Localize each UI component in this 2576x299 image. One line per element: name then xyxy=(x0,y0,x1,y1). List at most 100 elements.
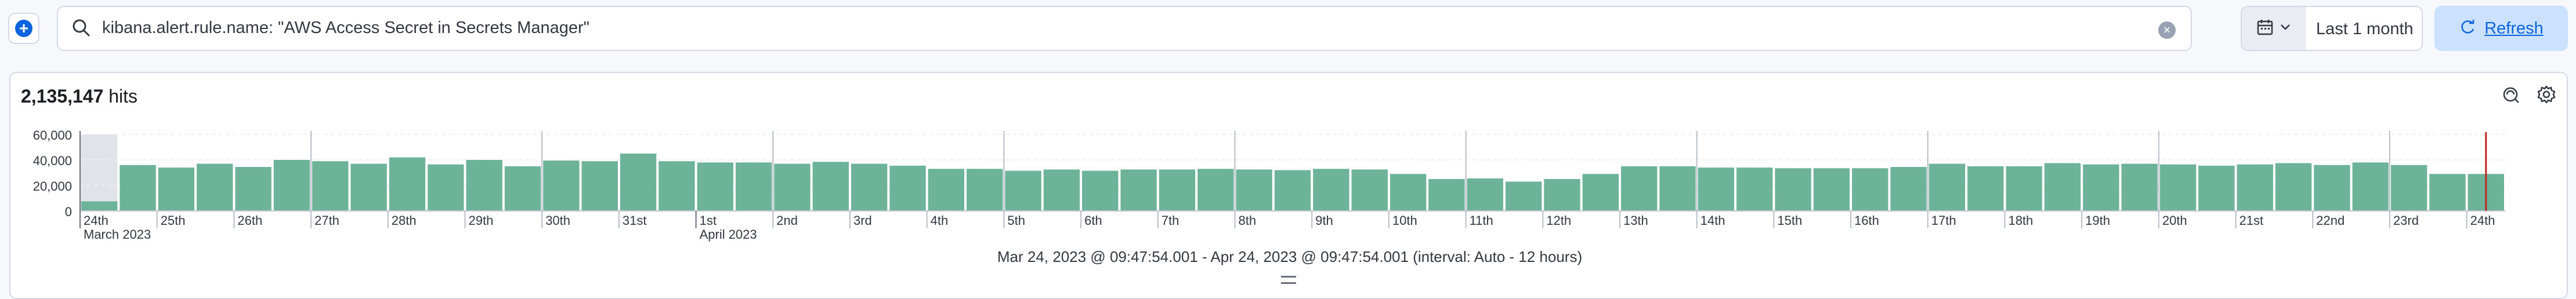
histogram-bar[interactable] xyxy=(1428,179,1465,211)
histogram-bar[interactable] xyxy=(1775,168,1811,211)
histogram-bar[interactable] xyxy=(967,169,1003,211)
histogram-bar[interactable] xyxy=(2429,174,2466,211)
x-tick-label: 31st xyxy=(623,213,647,228)
quick-select-button[interactable] xyxy=(2242,7,2306,50)
x-tick-label: 13th xyxy=(1623,213,1648,228)
histogram-bar[interactable] xyxy=(1620,166,1658,211)
refresh-button[interactable]: Refresh xyxy=(2434,6,2568,51)
add-filter-button[interactable]: + xyxy=(8,13,39,44)
histogram-bar[interactable] xyxy=(1659,166,1696,211)
histogram-bar[interactable] xyxy=(697,162,733,211)
histogram-bar[interactable] xyxy=(851,163,888,211)
hits-label: hits xyxy=(108,86,138,107)
interval-label: Mar 24, 2023 @ 09:47:54.001 - Apr 24, 20… xyxy=(997,248,1583,265)
clear-icon[interactable]: × xyxy=(2158,21,2176,39)
x-tick-label: 17th xyxy=(1931,213,1956,228)
refresh-label: Refresh xyxy=(2484,19,2544,38)
histogram-bar[interactable] xyxy=(2006,166,2042,211)
histogram-bar[interactable] xyxy=(1467,178,1503,211)
histogram-bar[interactable] xyxy=(2121,163,2158,211)
x-tick-label: 14th xyxy=(1701,213,1725,228)
histogram-bar[interactable] xyxy=(928,169,965,211)
x-tick-sublabel: April 2023 xyxy=(700,227,757,242)
histogram-bar[interactable] xyxy=(1890,167,1927,211)
histogram-bar[interactable] xyxy=(312,161,349,211)
histogram-bar[interactable] xyxy=(543,161,580,211)
histogram-bar[interactable] xyxy=(389,157,426,211)
histogram-bar[interactable] xyxy=(1505,181,1542,211)
out-of-range-area xyxy=(80,134,118,211)
histogram-bar[interactable] xyxy=(1736,167,1773,211)
histogram-bar[interactable] xyxy=(1967,166,2004,211)
calendar-icon xyxy=(2256,19,2274,39)
gear-icon[interactable] xyxy=(2537,85,2556,107)
histogram-bar[interactable] xyxy=(2390,165,2427,211)
histogram-bar[interactable] xyxy=(774,163,811,211)
date-range-label[interactable]: Last 1 month xyxy=(2316,20,2414,38)
histogram-bar[interactable] xyxy=(1120,169,1157,212)
histogram-bar[interactable] xyxy=(2198,165,2235,211)
x-tick-label: 12th xyxy=(1546,213,1571,228)
histogram-bar[interactable] xyxy=(1043,169,1080,212)
histogram-bar[interactable] xyxy=(1236,169,1272,212)
histogram-bar[interactable] xyxy=(2044,163,2081,212)
histogram-bar[interactable] xyxy=(1852,168,1888,211)
x-tick-label: 24th xyxy=(84,213,108,228)
histogram-bar[interactable] xyxy=(273,160,310,211)
histogram-bar[interactable] xyxy=(1159,169,1196,212)
histogram-bar[interactable] xyxy=(2237,164,2273,211)
histogram-bar[interactable] xyxy=(466,160,502,211)
histogram-bar[interactable] xyxy=(1582,174,1619,211)
histogram-bar[interactable] xyxy=(2159,164,2197,211)
x-tick-label: 16th xyxy=(1854,213,1879,228)
histogram-bar[interactable] xyxy=(659,161,695,211)
histogram-bar[interactable] xyxy=(1351,169,1388,212)
histogram-bar[interactable] xyxy=(350,163,387,211)
histogram-bar[interactable] xyxy=(158,167,195,211)
hits-count: 2,135,147 xyxy=(21,86,104,107)
resize-handle[interactable] xyxy=(1281,276,1296,284)
date-picker[interactable]: Last 1 month xyxy=(2241,6,2423,51)
histogram-bar[interactable] xyxy=(2314,165,2350,211)
histogram-bar[interactable] xyxy=(1813,168,1850,211)
histogram-bar[interactable] xyxy=(197,163,233,211)
x-tick-label: 23rd xyxy=(2393,213,2419,228)
x-tick-label: 19th xyxy=(2085,213,2110,228)
x-tick-label: 29th xyxy=(468,213,493,228)
histogram-bar[interactable] xyxy=(1005,170,1041,211)
x-tick-label: 26th xyxy=(237,213,262,228)
query-input[interactable]: kibana.alert.rule.name: "AWS Access Secr… xyxy=(57,6,2192,51)
histogram-bar[interactable] xyxy=(812,162,849,211)
histogram-bar[interactable] xyxy=(581,161,618,211)
histogram-bar[interactable] xyxy=(1082,170,1119,211)
inspect-icon[interactable] xyxy=(2501,85,2520,107)
histogram-bar[interactable] xyxy=(428,164,464,211)
histogram-bar[interactable] xyxy=(1197,169,1234,211)
x-tick-label: 21st xyxy=(2239,213,2264,228)
x-tick-label: 15th xyxy=(1777,213,1802,228)
histogram-bar[interactable] xyxy=(2083,164,2119,211)
x-tick-sublabel: March 2023 xyxy=(84,227,151,242)
x-tick-label: 18th xyxy=(2008,213,2033,228)
histogram-bar[interactable] xyxy=(2275,163,2312,212)
x-tick-label: 3rd xyxy=(853,213,872,228)
histogram-bar[interactable] xyxy=(1544,179,1580,211)
histogram-bar[interactable] xyxy=(620,154,657,211)
histogram-bar[interactable] xyxy=(235,167,272,211)
histogram-bar[interactable] xyxy=(504,166,541,211)
histogram-bar[interactable] xyxy=(81,201,118,212)
x-tick-label: 28th xyxy=(392,213,417,228)
histogram-bar[interactable] xyxy=(1698,167,1735,211)
histogram-bar[interactable] xyxy=(120,165,156,211)
histogram-bar[interactable] xyxy=(889,165,926,211)
histogram-bar[interactable] xyxy=(1929,163,1966,211)
histogram-bar[interactable] xyxy=(1313,169,1349,211)
histogram-bar[interactable] xyxy=(2352,162,2389,211)
histogram-bar[interactable] xyxy=(735,162,772,211)
histogram-bar[interactable] xyxy=(1274,170,1311,211)
query-text[interactable]: kibana.alert.rule.name: "AWS Access Secr… xyxy=(102,19,589,37)
x-tick-label: 27th xyxy=(314,213,339,228)
histogram-bar[interactable] xyxy=(1390,174,1427,211)
x-tick-label: 30th xyxy=(545,213,570,228)
